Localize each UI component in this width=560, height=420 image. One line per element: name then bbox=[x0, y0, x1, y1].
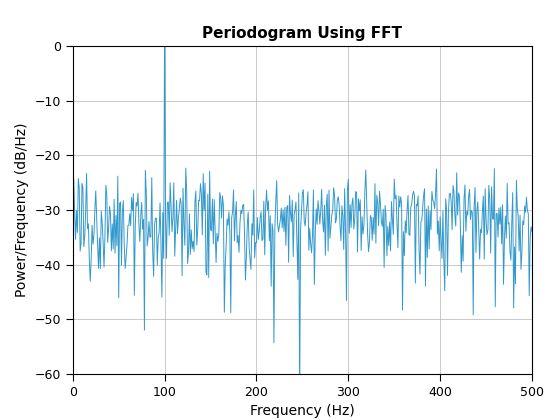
Title: Periodogram Using FFT: Periodogram Using FFT bbox=[202, 26, 403, 41]
X-axis label: Frequency (Hz): Frequency (Hz) bbox=[250, 404, 355, 418]
Y-axis label: Power/Frequency (dB/Hz): Power/Frequency (dB/Hz) bbox=[15, 123, 29, 297]
